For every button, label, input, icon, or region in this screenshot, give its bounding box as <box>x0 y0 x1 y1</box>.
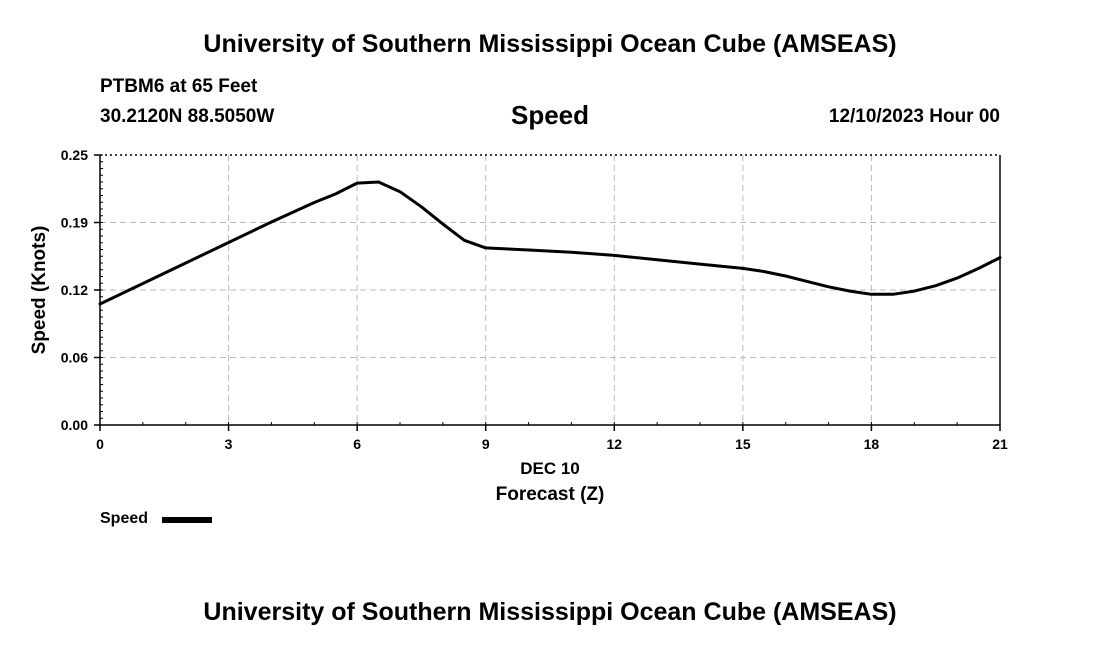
y-tick-label: 0.00 <box>61 417 88 433</box>
forecast-datetime: 12/10/2023 Hour 00 <box>828 106 1000 127</box>
speed-series-line <box>98 180 1002 306</box>
y-tick-label: 0.06 <box>61 350 88 366</box>
y-tick-label: 0.12 <box>61 282 88 298</box>
variable-title: Speed <box>510 100 590 130</box>
x-tick-label: 15 <box>735 436 751 452</box>
y-tick-label: 0.25 <box>61 147 88 163</box>
chart-title-top: University of Southern Mississippi Ocean… <box>203 30 897 58</box>
series-layer <box>98 180 1002 306</box>
x-axis-date-label: DEC 10 <box>520 459 580 478</box>
labels-layer: 0 3 6 9 12 15 18 21 0.00 0.06 0.12 0.19 0.25 DEC 10 Fo… <box>29 147 1008 505</box>
y-tick-label: 0.19 <box>61 215 88 231</box>
x-tick-label: 9 <box>482 436 490 452</box>
x-tick-label: 21 <box>992 436 1008 452</box>
coordinates-label: 30.2120N 88.5050W <box>100 106 275 127</box>
x-tick-label: 18 <box>864 436 880 452</box>
x-tick-label: 3 <box>225 436 233 452</box>
grid-layer <box>100 155 1000 425</box>
x-tick-label: 12 <box>606 436 622 452</box>
x-tick-label: 0 <box>96 436 104 452</box>
legend-label: Speed <box>100 510 149 527</box>
axes-layer <box>94 154 1001 431</box>
legend-line-swatch <box>162 517 212 523</box>
y-axis-title: Speed (Knots) <box>29 226 50 355</box>
station-label: PTBM6 at 65 Feet <box>100 76 258 97</box>
x-axis-title: Forecast (Z) <box>496 484 605 505</box>
x-tick-label: 6 <box>353 436 361 452</box>
chart-title-bottom: University of Southern Mississippi Ocean… <box>203 598 897 626</box>
